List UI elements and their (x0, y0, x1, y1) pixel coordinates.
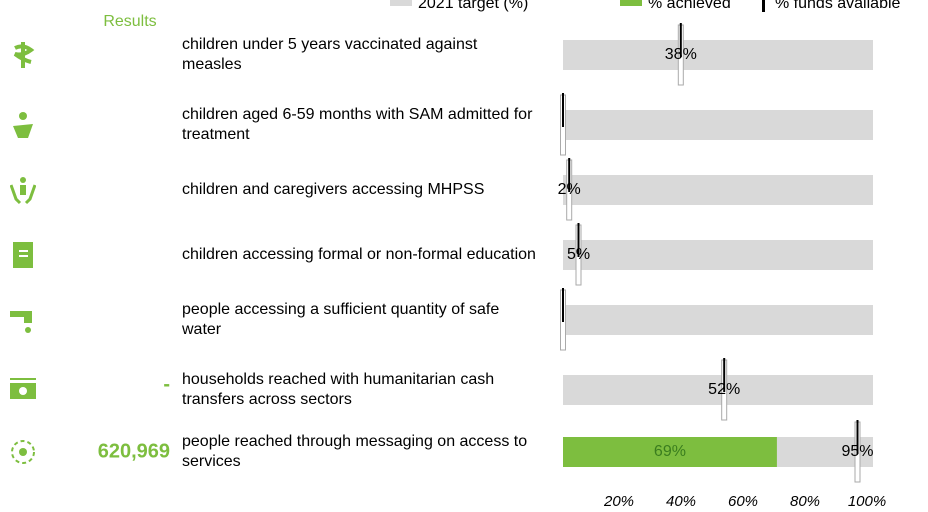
funds-label: 95% (841, 443, 873, 460)
water-icon (10, 311, 32, 333)
x-tick-label: 40% (666, 493, 696, 510)
result-value: 620,969 (97, 440, 170, 463)
achieved-label: 69% (654, 443, 686, 460)
education-icon (13, 242, 33, 268)
x-tick-label: 20% (603, 493, 634, 510)
legend-label: % funds available (775, 0, 901, 12)
health-icon (13, 42, 35, 68)
category-label: children accessing formal or non-formal … (182, 246, 536, 263)
x-tick-label: 100% (848, 493, 886, 510)
results-header: Results (103, 13, 156, 30)
category-label: children and caregivers accessing MHPSS (182, 181, 485, 198)
protection-icon (10, 177, 36, 205)
target-bar (563, 110, 873, 140)
x-tick-label: 60% (728, 493, 758, 510)
legend-swatch (390, 0, 412, 6)
legend-label: 2021 target (%) (418, 0, 528, 12)
category-label: households reached with humanitarian cas… (182, 371, 495, 408)
category-label: children under 5 years vaccinated agains… (182, 36, 478, 73)
target-bar (563, 40, 873, 70)
target-bar (563, 305, 873, 335)
legend-label: % achieved (648, 0, 731, 12)
funds-label: 2% (558, 181, 581, 198)
target-bar (563, 175, 873, 205)
funds-label: 38% (665, 46, 697, 63)
category-label: children aged 6-59 months with SAM admit… (182, 106, 533, 143)
achieved-bar (563, 437, 777, 467)
nutrition-icon (13, 112, 33, 138)
funds-label: 52% (708, 381, 740, 398)
funds-label: 5% (567, 246, 590, 263)
legend-swatch (762, 0, 765, 12)
x-tick-label: 80% (790, 493, 820, 510)
category-label: people reached through messaging on acce… (182, 433, 528, 470)
target-bar (563, 375, 873, 405)
target-bar (563, 240, 873, 270)
cash-icon (10, 378, 36, 399)
legend-swatch (620, 0, 642, 6)
category-label: people accessing a sufficient quantity o… (182, 301, 500, 338)
result-value: - (163, 373, 170, 396)
messaging-icon (11, 440, 35, 464)
